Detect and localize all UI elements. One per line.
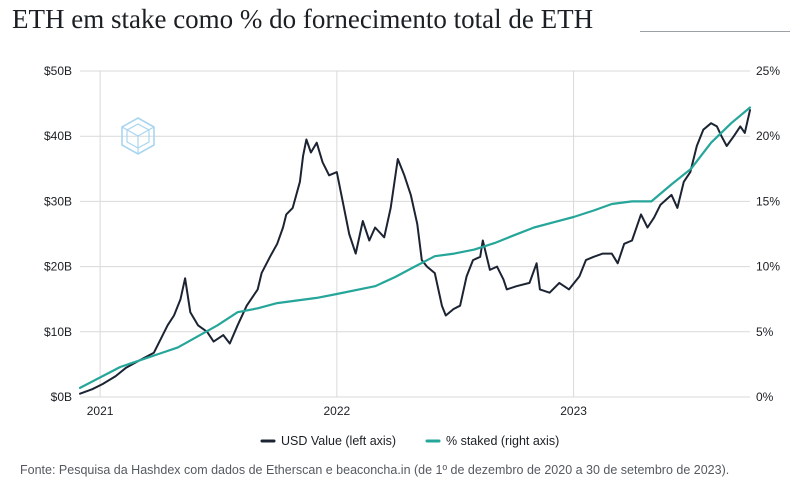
y-right-tick-label: 25% — [756, 64, 780, 78]
chart-title: ETH em stake como % do fornecimento tota… — [12, 4, 594, 34]
staked-percent-line — [78, 106, 752, 389]
y-right-tick-label: 0% — [756, 390, 774, 404]
y-left-tick-label: $10B — [44, 325, 72, 339]
y-left-tick-label: $30B — [44, 194, 72, 208]
x-tick-label: 2023 — [560, 404, 587, 418]
x-tick-label: 2022 — [323, 404, 350, 418]
legend-label: % staked (right axis) — [446, 434, 559, 448]
y-left-tick-label: $20B — [44, 260, 72, 274]
y-right-tick-label: 20% — [756, 129, 780, 143]
hashdex-logo-icon — [121, 117, 155, 155]
y-right-tick-label: 10% — [756, 260, 780, 274]
title-divider — [640, 31, 790, 32]
usd-value-line — [79, 109, 751, 395]
y-left-tick-label: $0B — [51, 390, 72, 404]
source-note: Fonte: Pesquisa da Hashdex com dados de … — [20, 463, 730, 477]
y-left-tick-label: $50B — [44, 64, 72, 78]
y-right-tick-label: 15% — [756, 194, 780, 208]
chart-grid — [80, 70, 750, 398]
y-right-tick-label: 5% — [756, 325, 774, 339]
chart-ticks: $0B $10B $20B $30B $40B $50B 0% 5% 10% 15% 20% 25% 2… — [44, 64, 780, 418]
legend-label: USD Value (left axis) — [281, 434, 396, 448]
chart: $0B $10B $20B $30B $40B $50B 0% 5% 10% 15% 20% 25% 2… — [44, 64, 780, 448]
y-left-tick-label: $40B — [44, 129, 72, 143]
x-tick-label: 2021 — [87, 404, 114, 418]
chart-legend: USD Value (left axis) % staked (right axi… — [260, 434, 559, 448]
chart-series — [78, 106, 752, 395]
